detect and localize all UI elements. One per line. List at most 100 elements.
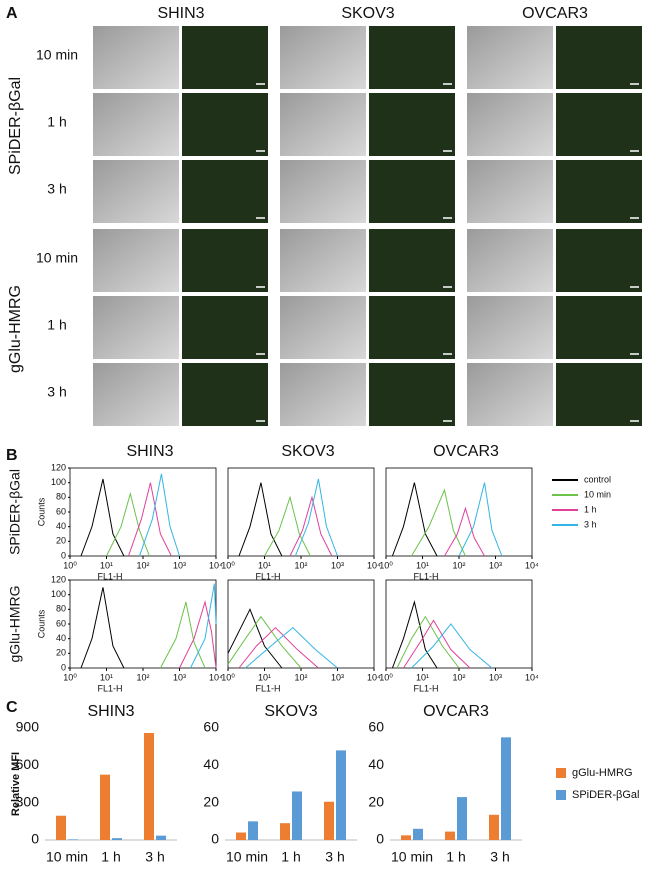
histogram-curve [238,626,319,669]
y-tick-label: 80 [56,604,66,614]
fluorescence-image [369,93,455,156]
y-tick-label: 300 [16,793,40,809]
y-tick-label: 120 [51,574,66,584]
legend-label: gGlu-HMRG [572,767,633,779]
y-tick-label: 40 [56,521,66,531]
x-tick-label: 10⁰ [221,672,235,682]
x-tick-label: 10⁰ [379,672,393,682]
histogram-curve [294,478,338,557]
x-tick-label: 10³ [173,560,186,570]
bar [445,831,455,840]
y-tick-label: 120 [51,462,66,472]
fluorescence-image [556,296,642,359]
column-title: SKOV3 [281,443,334,460]
legend-label: control [584,474,611,484]
histogram-curve [264,495,311,557]
row-label: 10 min [36,250,78,266]
column-title: SHIN3 [157,5,204,22]
brightfield-image [93,229,179,292]
y-tick-label: 80 [56,492,66,502]
y-tick-label: 100 [51,589,66,599]
histogram-curve [402,619,471,669]
x-tick-label: 10 min [226,849,268,865]
x-tick-label: 10² [294,560,307,570]
x-tick-label: 10¹ [100,672,113,682]
row-label: 3 h [47,384,66,400]
x-tick-label: 3 h [145,849,164,865]
x-tick-label: 10² [452,560,465,570]
bar [457,797,467,840]
y-tick-label: 20 [203,793,219,809]
column-title: SHIN3 [126,443,173,460]
fluorescence-image [182,160,268,223]
y-tick-label: 600 [16,756,40,772]
chart-title: SHIN3 [87,703,134,720]
fluorescence-image [369,296,455,359]
row-label: SPiDER-βGal [7,469,23,555]
y-tick-label: 40 [56,633,66,643]
x-tick-label: 10⁴ [525,560,539,570]
brightfield-image [467,296,553,359]
histogram-curve [411,623,493,669]
brightfield-image [467,160,553,223]
legend-label: 1 h [584,504,597,514]
bar [112,838,122,840]
y-tick-label: 0 [376,831,384,847]
column-title: OVCAR3 [433,443,499,460]
x-axis-label: FL1-H [413,571,438,581]
fluorescence-image [182,26,268,89]
x-tick-label: 10³ [173,672,186,682]
group-label: gGlu-HMRG [7,285,24,373]
y-tick-label: 100 [51,477,66,487]
bar [292,791,302,840]
x-tick-label: 10⁴ [209,560,223,570]
histogram-curve [245,626,338,669]
bar [324,801,334,840]
x-tick-label: 1 h [446,849,465,865]
histogram-curve [190,583,217,669]
bar [489,814,499,840]
fluorescence-image [369,229,455,292]
column-title: SKOV3 [341,5,394,22]
histogram-curve [80,587,125,669]
histogram-curve [128,482,172,557]
fluorescence-image [556,160,642,223]
legend-label: SPiDER-βGal [572,789,639,801]
fluorescence-image [369,26,455,89]
fluorescence-image [369,160,455,223]
row-label: 3 h [47,181,66,197]
x-tick-label: 10⁰ [379,560,393,570]
fluorescence-image [182,363,268,426]
row-label: gGlu-HMRG [7,585,23,662]
x-tick-label: 10⁴ [525,672,539,682]
bar [156,835,166,840]
histogram-curve [444,506,485,557]
brightfield-image [467,363,553,426]
brightfield-image [467,229,553,292]
x-tick-label: 10¹ [416,560,429,570]
row-label: 1 h [47,317,66,333]
y-tick-label: 0 [211,831,219,847]
x-tick-label: 10² [294,672,307,682]
legend-swatch [556,768,566,778]
y-tick-label: 60 [56,618,66,628]
x-tick-label: 1 h [281,849,300,865]
x-tick-label: 1 h [101,849,120,865]
x-tick-label: 10² [136,560,149,570]
histogram-curve [396,615,460,669]
x-tick-label: 10⁴ [367,560,381,570]
x-axis-label: FL1-H [97,683,122,693]
x-tick-label: 10² [136,672,149,682]
x-tick-label: 10² [452,672,465,682]
legend-label: 10 min [584,489,611,499]
bar [68,839,78,840]
brightfield-image [280,296,366,359]
bar [100,774,110,840]
y-tick-label: 20 [56,536,66,546]
histogram-curve [391,600,438,669]
brightfield-image [93,26,179,89]
row-label: 10 min [36,47,78,63]
x-tick-label: 10¹ [258,560,271,570]
column-title: OVCAR3 [522,5,588,22]
x-tick-label: 10⁰ [63,672,77,682]
